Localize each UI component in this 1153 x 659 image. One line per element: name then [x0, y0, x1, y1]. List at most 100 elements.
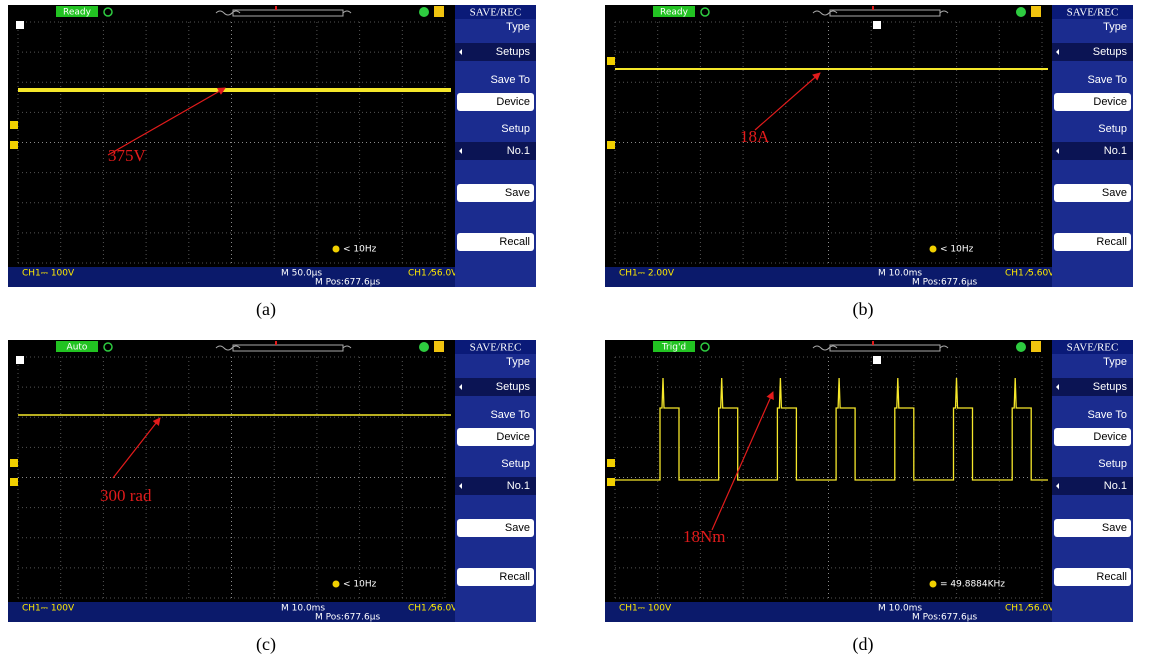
menu-item: Type: [1103, 21, 1127, 33]
menu-item: Setups: [496, 381, 531, 393]
channel-scale: CH1⎓ 100V: [22, 604, 75, 614]
menu-button-label: Save: [505, 522, 530, 534]
menu-button-label: Recall: [499, 571, 530, 583]
menu-title: SAVE/REC: [1067, 7, 1119, 19]
bottom-bar: [8, 602, 455, 622]
menu-button-label: Device: [496, 96, 530, 108]
usb-icon: [1016, 7, 1026, 17]
side-menu: SAVE/REC Type Setups Save To Device Setup No.1…: [1052, 340, 1133, 622]
caption: (a): [256, 299, 276, 320]
disk-icon: [1031, 341, 1041, 352]
frequency: < 10Hz: [940, 245, 974, 255]
frequency: < 10Hz: [343, 580, 377, 590]
position: M Pos:677.6μs: [912, 278, 977, 288]
status: Auto: [67, 343, 88, 353]
menu-title: SAVE/REC: [470, 7, 522, 19]
disk-icon: [434, 6, 444, 17]
frequency-icon: [333, 246, 340, 253]
channel-marker: [10, 478, 18, 486]
trigger-setting: CH1 ⁄56.0V: [1005, 604, 1055, 614]
channel-marker: [607, 478, 615, 486]
menu-item: No.1: [507, 145, 530, 157]
bottom-bar: [8, 267, 455, 287]
caption: (d): [853, 634, 874, 655]
channel-scale: CH1⎓ 2.00V: [619, 269, 675, 279]
menu-item: Setup: [1098, 458, 1127, 470]
menu-item: Type: [1103, 356, 1127, 368]
channel-scale: CH1⎓ 100V: [619, 604, 672, 614]
side-menu: SAVE/REC Type Setups Save To Device Setup No.1…: [1052, 5, 1133, 287]
menu-item: Setup: [1098, 123, 1127, 135]
menu-item: Type: [506, 21, 530, 33]
side-menu: SAVE/REC Type Setups Save To Device Setup No.1…: [455, 5, 536, 287]
menu-item: No.1: [1104, 145, 1127, 157]
caption: (b): [853, 299, 874, 320]
trigger-setting: CH1 ⁄5.60V: [1005, 269, 1055, 279]
menu-item: Setups: [1093, 46, 1128, 58]
side-menu: SAVE/REC Type Setups Save To Device Setup No.1…: [455, 340, 536, 622]
caption: (c): [256, 634, 276, 655]
menu-button-label: Device: [1093, 431, 1127, 443]
menu-item: No.1: [1104, 480, 1127, 492]
trigger-level-marker: [10, 121, 18, 129]
menu-item: Setup: [501, 458, 530, 470]
trigger-level-marker: [607, 57, 615, 65]
trigger-setting: CH1 ⁄56.0V: [408, 269, 458, 279]
menu-item: No.1: [507, 480, 530, 492]
disk-icon: [1031, 6, 1041, 17]
channel-scale: CH1⎓ 100V: [22, 269, 75, 279]
annotation: 18A: [740, 127, 770, 146]
menu-button-label: Save: [1102, 187, 1127, 199]
usb-icon: [1016, 342, 1026, 352]
trigger-setting: CH1 ⁄56.0V: [408, 604, 458, 614]
disk-icon: [434, 341, 444, 352]
bottom-bar: [605, 602, 1052, 622]
menu-item: Type: [506, 356, 530, 368]
usb-icon: [419, 342, 429, 352]
trigger-position-marker: [873, 356, 881, 364]
frequency: = 49.8884KHz: [940, 580, 1005, 590]
menu-title: SAVE/REC: [1067, 342, 1119, 354]
menu-item: Setups: [1093, 381, 1128, 393]
trigger-position-marker: [16, 356, 24, 364]
position: M Pos:677.6μs: [912, 613, 977, 623]
menu-item: Setup: [501, 123, 530, 135]
menu-button-label: Save: [1102, 522, 1127, 534]
frequency-icon: [930, 246, 937, 253]
annotation: 300 rad: [100, 486, 152, 505]
status: Ready: [660, 8, 689, 18]
figure: Ready375V< 10HzCH1⎓ 100VM 50.0μsM Pos:67…: [0, 0, 1153, 659]
oscilloscope-panel: Ready18A< 10HzCH1⎓ 2.00VM 10.0msM Pos:67…: [605, 5, 1133, 320]
menu-item: Save To: [490, 409, 530, 421]
menu-item: Setups: [496, 46, 531, 58]
frequency-icon: [930, 581, 937, 588]
trigger-level-marker: [10, 459, 18, 467]
trigger-level-marker: [607, 459, 615, 467]
frequency-icon: [333, 581, 340, 588]
menu-button-label: Save: [505, 187, 530, 199]
channel-marker: [10, 141, 18, 149]
menu-title: SAVE/REC: [470, 342, 522, 354]
frequency: < 10Hz: [343, 245, 377, 255]
trigger-position-marker: [16, 21, 24, 29]
usb-icon: [419, 7, 429, 17]
trigger-position-marker: [873, 21, 881, 29]
annotation: 18Nm: [683, 527, 726, 546]
menu-button-label: Device: [1093, 96, 1127, 108]
status: Trig'd: [661, 343, 686, 353]
menu-button-label: Recall: [1096, 571, 1127, 583]
status: Ready: [63, 8, 92, 18]
menu-item: Save To: [490, 74, 530, 86]
menu-button-label: Recall: [499, 236, 530, 248]
annotation: 375V: [108, 146, 147, 165]
menu-item: Save To: [1087, 409, 1127, 421]
menu-button-label: Recall: [1096, 236, 1127, 248]
menu-item: Save To: [1087, 74, 1127, 86]
position: M Pos:677.6μs: [315, 278, 380, 288]
position: M Pos:677.6μs: [315, 613, 380, 623]
channel-marker: [607, 141, 615, 149]
menu-button-label: Device: [496, 431, 530, 443]
